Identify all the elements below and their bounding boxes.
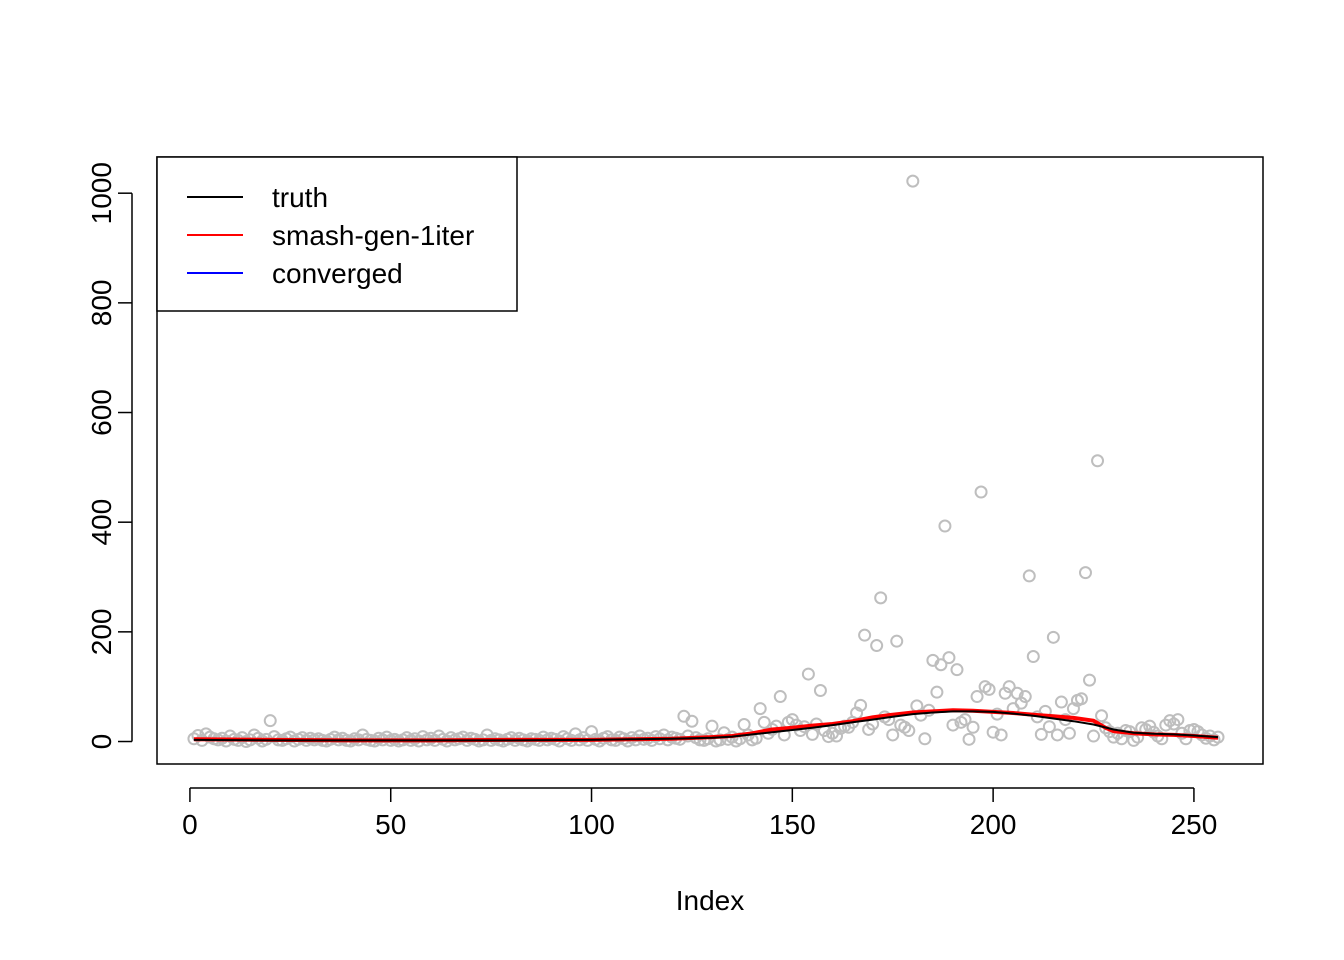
data-point xyxy=(934,658,948,672)
legend-label-converged: converged xyxy=(272,258,403,289)
y-tick-label: 200 xyxy=(86,608,117,655)
data-point xyxy=(737,718,751,732)
data-point xyxy=(685,714,699,728)
data-point xyxy=(813,684,827,698)
x-tick-label: 150 xyxy=(769,809,816,840)
data-point xyxy=(998,686,1012,700)
data-point xyxy=(1050,728,1064,742)
data-point xyxy=(1095,709,1109,723)
data-point xyxy=(1018,690,1032,704)
y-tick-label: 800 xyxy=(86,279,117,326)
series-lines xyxy=(193,708,1219,743)
x-axis: 0 50 100 150 200 250 xyxy=(182,787,1218,840)
data-point xyxy=(950,663,964,677)
data-point xyxy=(854,698,868,712)
data-point xyxy=(1074,692,1088,706)
x-tick-label: 100 xyxy=(568,809,615,840)
data-point xyxy=(1034,727,1048,741)
data-point xyxy=(801,667,815,681)
x-tick-label: 250 xyxy=(1171,809,1218,840)
data-point xyxy=(1171,713,1185,727)
y-tick-label: 400 xyxy=(86,499,117,546)
data-point xyxy=(886,728,900,742)
data-point xyxy=(283,730,297,744)
data-point xyxy=(1062,726,1076,740)
data-point xyxy=(982,682,996,696)
data-point xyxy=(902,724,916,738)
data-point xyxy=(1022,569,1036,583)
data-point xyxy=(958,713,972,727)
data-point xyxy=(930,685,944,699)
x-tick-label: 50 xyxy=(375,809,406,840)
legend-label-smash-gen-1iter: smash-gen-1iter xyxy=(272,220,474,251)
data-point xyxy=(858,628,872,642)
data-point xyxy=(890,634,904,648)
data-point xyxy=(757,715,771,729)
data-point xyxy=(870,639,884,653)
data-point xyxy=(918,732,932,746)
data-point xyxy=(986,725,1000,739)
data-point xyxy=(1042,720,1056,734)
y-tick-label: 600 xyxy=(86,389,117,436)
data-point xyxy=(1046,630,1060,644)
data-point xyxy=(773,690,787,704)
data-point xyxy=(713,733,727,747)
x-axis-title: Index xyxy=(676,885,745,916)
data-point xyxy=(1078,566,1092,580)
legend: truth smash-gen-1iter converged xyxy=(156,156,518,312)
y-tick-label: 1000 xyxy=(86,162,117,224)
data-point xyxy=(906,174,920,188)
data-point xyxy=(938,519,952,533)
data-point xyxy=(970,690,984,704)
data-point xyxy=(874,591,888,605)
data-point xyxy=(946,718,960,732)
legend-label-truth: truth xyxy=(272,182,328,213)
data-point xyxy=(1083,673,1097,687)
x-tick-label: 200 xyxy=(970,809,1017,840)
data-point xyxy=(1054,695,1068,709)
data-point xyxy=(705,719,719,733)
data-point xyxy=(805,727,819,741)
data-point xyxy=(1091,454,1105,468)
data-point xyxy=(1002,680,1016,694)
data-point xyxy=(966,720,980,734)
y-tick-label: 0 xyxy=(86,734,117,750)
x-tick-label: 0 xyxy=(182,809,198,840)
y-axis: 0 200 400 600 800 1000 xyxy=(86,162,133,750)
data-point xyxy=(1087,729,1101,743)
series-line-truth xyxy=(193,710,1219,742)
plot-frame xyxy=(156,156,1264,765)
data-point xyxy=(942,651,956,665)
data-point xyxy=(1099,721,1113,735)
data-point xyxy=(1026,650,1040,664)
data-point xyxy=(753,702,767,716)
data-point xyxy=(1014,696,1028,710)
data-point xyxy=(974,485,988,499)
data-point xyxy=(263,714,277,728)
data-point xyxy=(994,728,1008,742)
data-point xyxy=(962,732,976,746)
